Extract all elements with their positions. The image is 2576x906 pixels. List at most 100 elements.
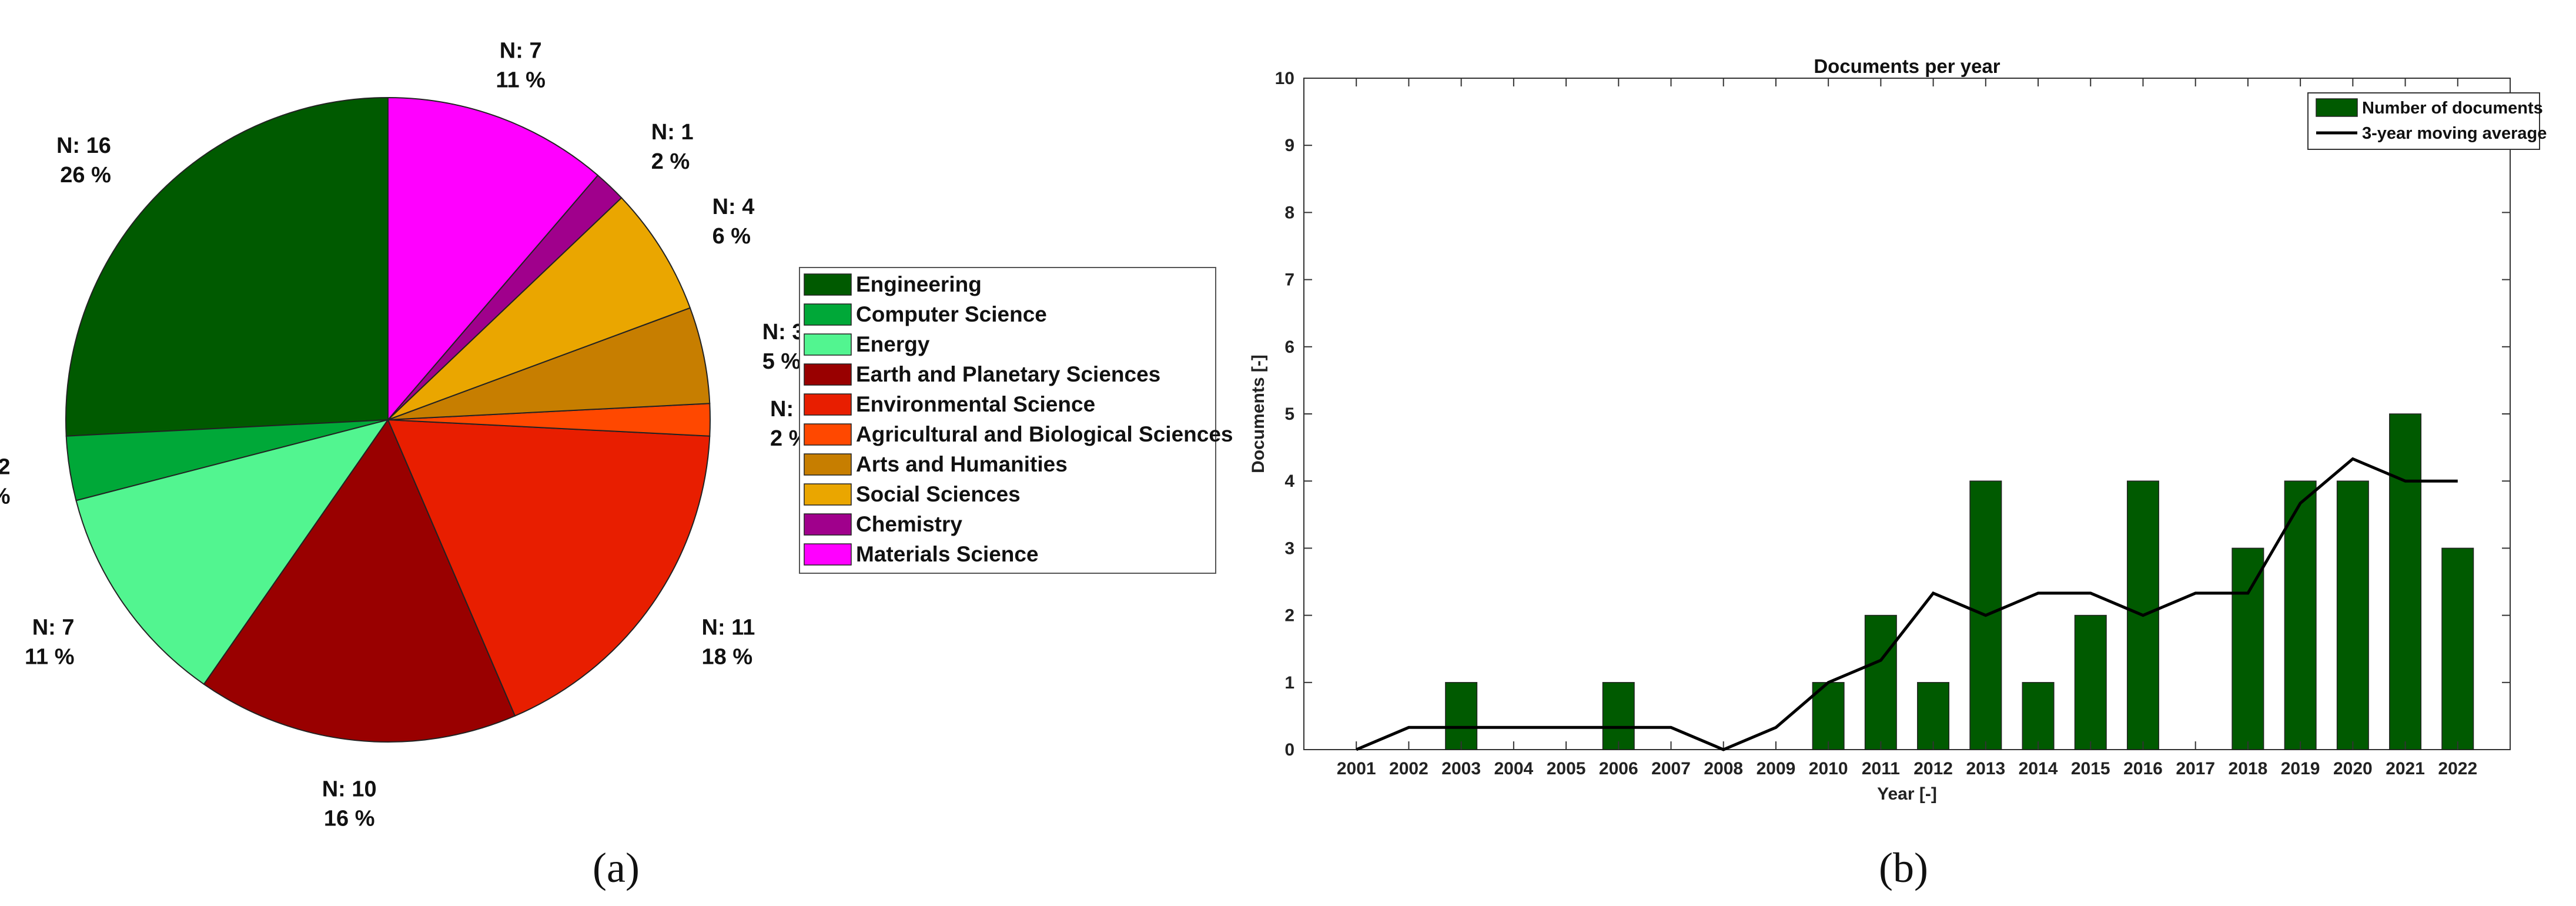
x-tick-label: 2010 [1809,759,1848,778]
y-tick-label: 1 [1284,673,1294,693]
y-axis-label: Documents [-] [1249,355,1268,473]
pie-legend-box [799,267,1216,574]
x-tick-label: 2013 [1966,759,2005,778]
x-tick-label: 2002 [1389,759,1428,778]
x-tick-label: 2021 [2386,759,2425,778]
x-tick-label: 2001 [1337,759,1376,778]
bar-legend-swatch [2316,98,2358,117]
pie-slice-1 [65,96,389,437]
bar-2022 [2441,547,2474,750]
x-tick-label: 2015 [2071,759,2110,778]
pie-label-percent: 3 % [0,484,11,509]
pie-legend: Engineering Computer Science Energy Earth a… [799,267,1233,574]
x-tick-label: 2011 [1862,759,1900,778]
y-tick-label: 2 [1284,606,1294,626]
pie-label-percent: 26 % [60,163,111,188]
x-tick-label: 2006 [1599,759,1638,778]
pie-legend-swatch [804,393,852,416]
bar-legend-label-bars: Number of documents [2362,99,2543,118]
pie-label-percent: 5 % [762,349,801,374]
bar-2015 [2074,614,2107,750]
bar-2006 [1602,682,1635,750]
pie-legend-swatch [804,273,852,296]
bar-2016 [2126,480,2159,750]
y-ticks: 0 1 2 3 4 5 6 7 8 9 10 [1275,69,2510,760]
pie-legend-label: Computer Science [856,302,1047,326]
pie-chart: N: 16 26 % N: 2 3 % N: 7 11 % N: 10 16 % N: 11 18… [0,39,812,831]
x-ticks: 2001 2002 2003 2004 2005 2006 2007 2008 2009 2010… [1337,78,2477,778]
pie-legend-label: Agricultural and Biological Sciences [856,422,1233,446]
bar-2012 [1917,682,1950,750]
pie-legend-label: Environmental Science [856,392,1095,416]
pie-legend-label: Engineering [856,272,982,296]
x-tick-label: 2008 [1704,759,1743,778]
pie-legend-label: Materials Science [856,542,1039,566]
bar-2021 [2389,413,2422,750]
pie-label-count: N: 16 [56,133,111,158]
pie-label-count: N: 10 [322,777,377,802]
bar-2003 [1445,682,1478,750]
pie-legend-swatch [804,363,852,386]
pie-label-percent: 16 % [324,807,375,831]
x-tick-label: 2016 [2123,759,2163,778]
pie-label-count: N: 7 [500,39,542,63]
pie-legend-label: Arts and Humanities [856,452,1068,476]
pie-legend-swatch [804,513,852,536]
pie-legend-label: Chemistry [856,512,962,536]
pie-legend-label: Earth and Planetary Sciences [856,362,1160,386]
bar-2018 [2232,547,2264,750]
y-tick-label: 0 [1284,740,1294,760]
pie-slice-5 [387,419,711,717]
pie-label-percent: 11 % [496,68,546,93]
pie-label-count: N: 1 [651,120,694,145]
pie-label-count: N: 4 [712,195,755,219]
x-tick-label: 2007 [1651,759,1691,778]
bars [1445,413,2474,750]
pie-label-count: N: 2 [0,454,11,479]
bar-2020 [2336,480,2369,750]
pie-label-percent: 2 % [651,149,690,174]
pie-legend-label: Energy [856,332,930,356]
x-tick-label: 2005 [1547,759,1586,778]
pie-label-percent: 11 % [25,644,75,669]
pie-legend-swatch [804,483,852,506]
y-tick-label: 8 [1284,203,1294,222]
pie-legend-swatch [804,423,852,446]
pie-legend-swatch [804,543,852,566]
pie-slice-7 [387,307,711,420]
bar-2010 [1812,682,1845,750]
x-tick-label: 2012 [1913,759,1953,778]
pie-slice-4 [203,418,516,743]
x-tick-label: 2019 [2281,759,2320,778]
y-tick-label: 7 [1284,270,1294,290]
pie-label-count: N: 11 [702,615,755,640]
x-tick-label: 2017 [2176,759,2215,778]
bar-2014 [2022,682,2055,750]
pie-labels: N: 16 26 % N: 2 3 % N: 7 11 % N: 10 16 % N: 11 18… [0,39,812,831]
bar-legend-label-line: 3-year moving average [2362,124,2547,143]
pie-slice-8 [387,197,691,420]
x-tick-label: 2022 [2438,759,2477,778]
y-tick-label: 10 [1275,69,1294,88]
pie-legend-swatch [804,303,852,326]
y-tick-label: 4 [1284,472,1294,491]
plot-area [1303,78,2511,750]
panel-label-a: (a) [593,844,640,891]
pie-slice-3 [75,419,390,686]
bar-chart-title: Documents per year [1814,55,2000,77]
moving-average-line [1356,457,2458,751]
x-axis-label: Year [-] [1877,784,1937,804]
pie-legend-items: Engineering Computer Science Energy Earth a… [804,272,1233,566]
x-tick-label: 2004 [1494,759,1533,778]
pie-legend-swatch [804,453,852,476]
x-tick-label: 2014 [2019,759,2058,778]
x-tick-label: 2020 [2333,759,2373,778]
x-tick-label: 2003 [1441,759,1481,778]
pie-legend-swatch [804,333,852,356]
y-tick-label: 9 [1284,136,1294,155]
pie-label-percent: 6 % [712,224,751,249]
y-tick-label: 5 [1284,404,1294,424]
y-tick-label: 6 [1284,337,1294,357]
